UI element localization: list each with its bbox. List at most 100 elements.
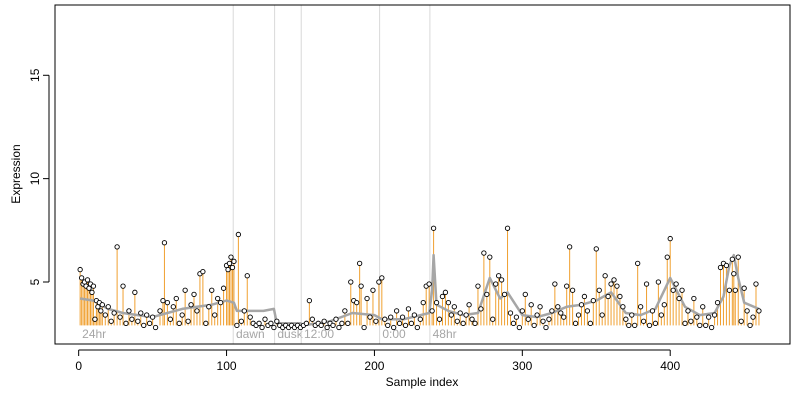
data-point	[303, 320, 310, 326]
region-label: dusk	[277, 327, 303, 341]
data-point	[564, 283, 570, 289]
data-point	[584, 308, 591, 314]
data-point	[640, 318, 647, 324]
data-point	[436, 316, 443, 322]
data-point	[478, 306, 484, 312]
data-point	[345, 320, 351, 326]
data-point	[655, 279, 662, 285]
data-point	[194, 308, 200, 314]
data-point	[549, 308, 555, 314]
data-point	[614, 283, 620, 289]
plot-layer: 24hr dawn dusk 12:00 0:00 48hr	[77, 5, 762, 344]
data-point	[534, 312, 540, 318]
data-point	[578, 302, 585, 308]
data-point	[247, 314, 253, 320]
x-axis-label: Sample index	[386, 375, 459, 389]
data-point	[608, 281, 614, 287]
data-point	[490, 316, 496, 322]
data-point	[688, 318, 694, 324]
data-point	[92, 316, 98, 322]
data-point	[620, 304, 626, 310]
data-point	[98, 308, 104, 314]
data-point	[402, 322, 409, 329]
data-point	[408, 320, 415, 326]
data-point	[599, 312, 605, 318]
data-point	[543, 324, 549, 331]
data-point	[664, 254, 670, 260]
data-point	[135, 318, 141, 324]
data-point	[747, 322, 753, 329]
data-point	[531, 322, 537, 329]
data-point	[729, 256, 735, 262]
data-point	[466, 302, 472, 308]
data-point	[379, 275, 385, 281]
data-point	[472, 320, 478, 326]
data-point	[487, 254, 493, 260]
data-point	[439, 293, 446, 300]
data-point	[259, 324, 265, 331]
data-point	[552, 281, 558, 287]
data-point	[430, 225, 437, 231]
data-point	[376, 279, 382, 285]
data-point	[188, 302, 194, 308]
data-point	[361, 324, 367, 331]
data-point	[442, 289, 449, 295]
data-point	[367, 314, 373, 320]
data-point	[200, 269, 206, 275]
data-point	[496, 273, 502, 279]
y-tick-label: 5	[28, 278, 42, 285]
data-point	[382, 316, 388, 322]
data-point	[756, 308, 762, 314]
data-point	[649, 308, 656, 314]
data-point	[182, 287, 188, 293]
y-tick-label: 10	[28, 172, 42, 186]
data-point	[78, 275, 85, 281]
data-point	[141, 322, 147, 329]
data-point	[685, 308, 691, 314]
data-point	[744, 308, 750, 314]
data-point	[358, 283, 364, 289]
data-point	[708, 324, 715, 331]
data-point	[126, 308, 132, 314]
data-point	[209, 287, 215, 293]
data-point	[498, 277, 505, 283]
data-point	[114, 244, 120, 250]
data-point	[448, 312, 454, 318]
data-point	[501, 291, 508, 298]
data-point	[703, 322, 709, 329]
data-point	[271, 324, 277, 331]
data-point	[105, 304, 111, 310]
region-label: 48hr	[433, 327, 457, 341]
data-point	[164, 300, 171, 306]
data-point	[629, 312, 635, 318]
data-point	[399, 314, 406, 320]
data-point	[388, 314, 394, 320]
data-point	[646, 322, 653, 329]
data-point	[138, 310, 144, 316]
region-label: 24hr	[82, 327, 106, 341]
data-point	[587, 320, 594, 326]
data-point	[129, 316, 135, 322]
data-point	[540, 318, 546, 324]
data-point	[507, 310, 514, 316]
data-point	[391, 324, 397, 331]
data-point	[225, 266, 231, 273]
data-point	[711, 312, 718, 318]
data-point	[217, 300, 224, 306]
data-point	[268, 320, 274, 326]
data-point	[558, 310, 564, 316]
data-point	[706, 314, 712, 320]
data-point	[108, 318, 114, 324]
data-point	[519, 308, 525, 314]
data-point	[176, 320, 182, 326]
data-point	[132, 289, 138, 295]
data-point	[90, 283, 97, 289]
data-point	[510, 320, 517, 326]
data-point	[405, 306, 412, 312]
data-point	[228, 254, 234, 260]
data-point	[528, 302, 534, 308]
data-point	[149, 314, 156, 320]
data-point	[144, 312, 150, 318]
data-point	[324, 324, 330, 331]
